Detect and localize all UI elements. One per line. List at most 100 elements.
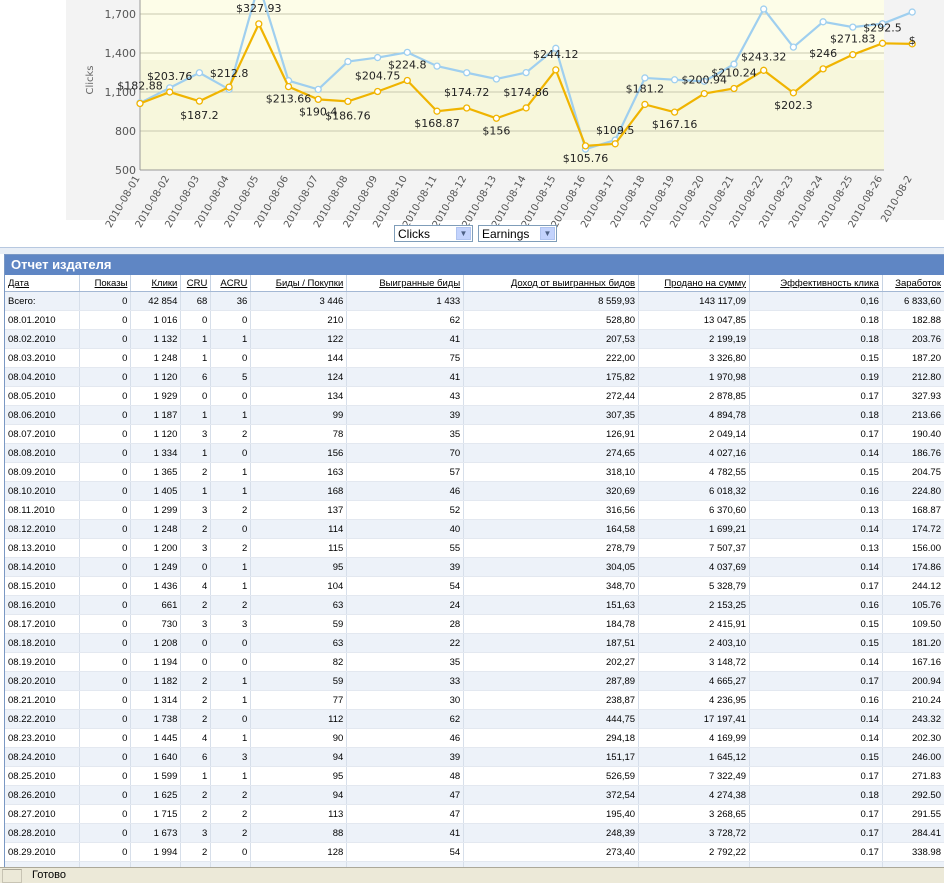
earnings-point (730, 84, 738, 93)
earnings-point (819, 65, 827, 73)
column-header[interactable]: Доход от выигранных бидов (463, 275, 640, 292)
table-cell: 3 268,65 (638, 804, 751, 824)
clicks-point (314, 85, 322, 94)
earnings-point (195, 97, 204, 105)
table-cell: 1 248 (130, 519, 182, 539)
table-cell: 0.14 (749, 443, 883, 463)
clicks-point (433, 62, 441, 70)
data-label: $271.83 (830, 33, 876, 46)
table-cell: 55 (346, 538, 465, 558)
column-header[interactable]: ACRU (210, 275, 252, 292)
table-cell: 1 405 (130, 481, 182, 501)
column-header[interactable]: Продано на сумму (638, 275, 751, 292)
table-cell: 0.17 (749, 823, 883, 843)
table-cell: 2 (210, 538, 252, 558)
table-cell: 6 071,51 (638, 861, 751, 867)
table-cell: 6 370,60 (638, 500, 751, 520)
table-cell: 291.55 (882, 804, 944, 824)
table-row: 08.22.2010 0 1 738 2 0 112 62 444,75 17 197,41 0.… (5, 709, 944, 729)
clicks-point (492, 75, 501, 83)
table-cell: 1 365 (130, 462, 182, 482)
table-cell: 168 (250, 481, 348, 501)
column-header[interactable]: CRU (180, 275, 212, 292)
table-cell: 0.16 (749, 481, 883, 501)
table-cell: 0 (79, 652, 132, 672)
table-row: 08.08.2010 0 1 334 1 0 156 70 274,65 4 027,16 0.1… (5, 443, 944, 463)
table-row: 08.03.2010 0 1 248 1 0 144 75 222,00 3 326,80 0.1… (5, 348, 944, 368)
table-cell: 1 299 (130, 500, 182, 520)
column-header[interactable]: Биды / Покупки (250, 275, 348, 292)
table-cell: 0.15 (749, 633, 883, 653)
earnings-point (373, 87, 382, 96)
table-cell: 271.83 (882, 766, 944, 786)
table-cell: 143 117,09 (638, 291, 751, 311)
table-cell: 1 436 (130, 576, 182, 596)
table-cell: 0.15 (749, 348, 883, 368)
table-row: 08.19.2010 0 1 194 0 0 82 35 202,27 3 148,72 0.14… (5, 652, 944, 672)
table-cell: 4 274,38 (638, 785, 751, 805)
table-row: 08.27.2010 0 1 715 2 2 113 47 195,40 3 268,65 0.1… (5, 804, 944, 824)
table-cell: 186.76 (882, 443, 944, 463)
table-row: 08.24.2010 0 1 640 6 3 94 39 151,17 1 645,12 0.15… (5, 747, 944, 767)
table-row: 08.04.2010 0 1 120 6 5 124 41 175,82 1 970,98 0.1… (5, 367, 944, 387)
table-cell: 08.10.2010 (5, 481, 81, 501)
status-bar: Готово (0, 867, 944, 883)
left-metric-value: Clicks (398, 226, 430, 241)
clicks-point (789, 43, 798, 51)
table-cell: 08.29.2010 (5, 842, 81, 862)
table-cell: 1 187 (130, 405, 182, 425)
status-text: Готово (32, 869, 66, 881)
left-metric-select[interactable]: Clicks ▼ (394, 225, 473, 242)
table-cell: 0 (210, 709, 252, 729)
table-row: 08.15.2010 0 1 436 4 1 104 54 348,70 5 328,79 0.1… (5, 576, 944, 596)
table-cell: 75 (346, 348, 465, 368)
table-cell: 0.14 (749, 557, 883, 577)
table-cell: 1 (180, 348, 212, 368)
table-cell: 41 (346, 329, 465, 349)
table-cell: 1 (210, 329, 252, 349)
earnings-point (463, 104, 471, 112)
table-cell: 0 (180, 652, 212, 672)
table-cell: 3 326,80 (638, 348, 751, 368)
table-row: 08.13.2010 0 1 200 3 2 115 55 278,79 7 507,37 0.1… (5, 538, 944, 558)
table-cell: 08.25.2010 (5, 766, 81, 786)
table-cell: 46 (346, 481, 465, 501)
splitter[interactable] (0, 247, 944, 254)
table-cell: 4 236,95 (638, 690, 751, 710)
table-cell: 0 (210, 519, 252, 539)
column-header[interactable]: Заработок (882, 275, 944, 292)
table-cell: 2 792,22 (638, 842, 751, 862)
table-cell: 1 (210, 690, 252, 710)
earnings-point (255, 20, 263, 28)
column-header[interactable]: Показы (79, 275, 132, 292)
column-header[interactable]: Дата (5, 275, 81, 292)
table-cell: 0.13 (749, 500, 883, 520)
clicks-point (195, 69, 204, 77)
table-cell: 168.87 (882, 500, 944, 520)
table-cell: 4 894,78 (638, 405, 751, 425)
table-cell: 174.86 (882, 557, 944, 577)
table-row: 08.21.2010 0 1 314 2 1 77 30 238,87 4 236,95 0.16… (5, 690, 944, 710)
table-cell: 0.15 (749, 747, 883, 767)
table-cell: 187,51 (463, 633, 640, 653)
table-cell: 528,80 (463, 310, 640, 330)
earnings-point (225, 83, 233, 91)
table-cell: 08.21.2010 (5, 690, 81, 710)
right-metric-select[interactable]: Earnings ▼ (478, 225, 557, 242)
table-cell: 08.12.2010 (5, 519, 81, 539)
data-label: $182.88 (117, 80, 163, 93)
table-row: 08.20.2010 0 1 182 2 1 59 33 287,89 4 665,27 0.17… (5, 671, 944, 691)
column-header[interactable]: Эффективность клика (749, 275, 883, 292)
table-cell: 35 (346, 424, 465, 444)
table-cell: 126,91 (463, 424, 640, 444)
data-label: $167.16 (652, 118, 698, 131)
table-cell: 3 148,72 (638, 652, 751, 672)
table-cell: 2 (210, 785, 252, 805)
table-cell: 3 (180, 823, 212, 843)
column-header[interactable]: Клики (130, 275, 182, 292)
table-cell: 08.28.2010 (5, 823, 81, 843)
earnings-point (492, 114, 501, 122)
table-cell: 1 (210, 671, 252, 691)
column-header[interactable]: Выигранные биды (346, 275, 465, 292)
table-cell: 1 016 (130, 310, 182, 330)
